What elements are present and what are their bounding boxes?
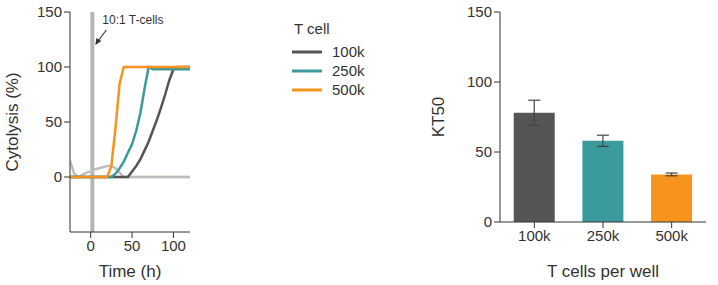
html-text:100k: 100k xyxy=(332,43,365,60)
html-text:500k: 500k xyxy=(332,81,365,98)
svg-text:KT50: KT50 xyxy=(430,97,448,138)
svg-text:0: 0 xyxy=(484,213,492,230)
svg-text:T cells per well: T cells per well xyxy=(547,262,659,281)
svg-text:100: 100 xyxy=(161,237,186,254)
svg-text:150: 150 xyxy=(467,3,492,20)
html-text:250k: 250k xyxy=(332,62,365,79)
svg-text:150: 150 xyxy=(37,3,62,20)
svg-text:0: 0 xyxy=(87,237,95,254)
svg-text:Cytolysis (%): Cytolysis (%) xyxy=(8,72,22,171)
svg-text:100: 100 xyxy=(467,73,492,90)
svg-text:100k: 100k xyxy=(518,227,551,244)
svg-text:500k: 500k xyxy=(655,227,688,244)
svg-text:50: 50 xyxy=(475,143,492,160)
svg-text:10:1 T-cells: 10:1 T-cells xyxy=(102,13,163,27)
html-text:T cell: T cell xyxy=(294,20,330,37)
svg-text:100: 100 xyxy=(37,58,62,75)
svg-text:250k: 250k xyxy=(587,227,620,244)
svg-text:0: 0 xyxy=(54,168,62,185)
svg-text:50: 50 xyxy=(45,113,62,130)
svg-text:50: 50 xyxy=(124,237,141,254)
svg-text:Time (h): Time (h) xyxy=(99,262,162,281)
